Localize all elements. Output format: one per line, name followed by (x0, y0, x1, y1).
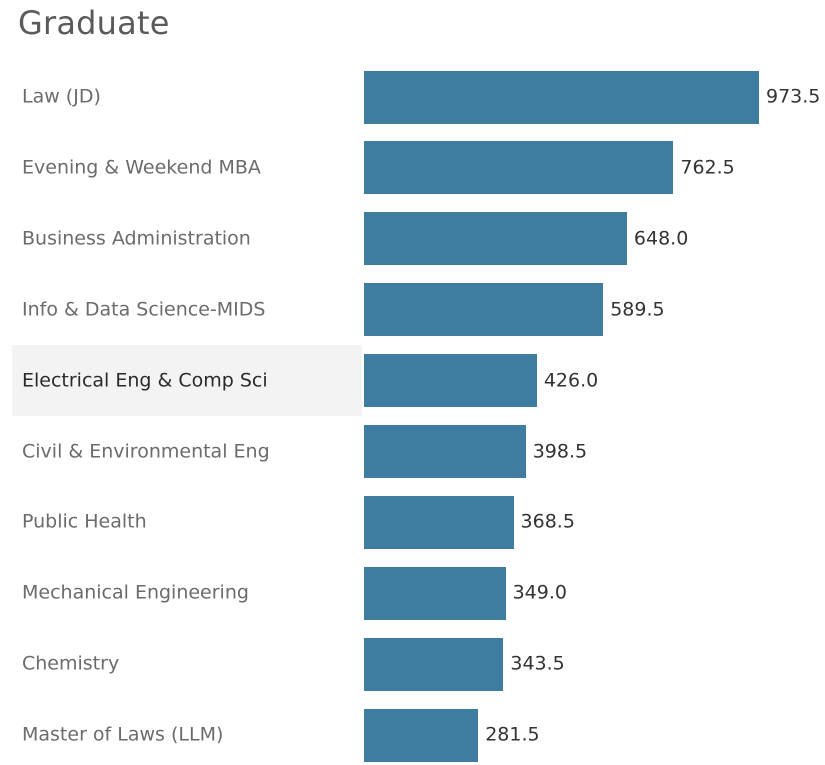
value-label: 368.5 (520, 510, 575, 533)
category-label: Evening & Weekend MBA (22, 156, 261, 179)
bar[interactable] (364, 425, 526, 478)
bar[interactable] (364, 141, 674, 195)
bar[interactable] (364, 283, 604, 337)
bar[interactable] (364, 637, 504, 691)
value-label: 589.5 (610, 298, 665, 321)
bar[interactable] (364, 708, 479, 762)
bar[interactable] (364, 70, 759, 124)
value-label: 349.0 (512, 581, 567, 604)
category-label: Electrical Eng & Comp Sci (22, 369, 268, 392)
category-label: Public Health (22, 510, 147, 533)
category-label: Business Administration (22, 227, 251, 250)
row-highlight (12, 345, 362, 417)
category-label: Master of Laws (LLM) (22, 723, 224, 746)
bar[interactable] (364, 495, 514, 549)
value-label: 398.5 (532, 440, 588, 462)
value-label: 426.0 (543, 369, 599, 392)
value-label: 648.0 (633, 227, 689, 250)
chart-title: Graduate (18, 4, 170, 42)
value-label: 973.5 (766, 85, 821, 108)
category-label: Law (JD) (22, 85, 101, 108)
value-label: 762.5 (680, 156, 735, 179)
bar[interactable] (364, 212, 627, 266)
category-label: Info & Data Science-MIDS (22, 298, 266, 321)
value-label: 281.5 (485, 723, 540, 746)
value-label: 343.5 (510, 652, 565, 675)
category-label: Chemistry (22, 652, 120, 675)
category-label: Civil & Environmental Eng (22, 440, 270, 462)
category-label: Mechanical Engineering (22, 581, 249, 604)
bar[interactable] (364, 354, 537, 408)
bar[interactable] (364, 566, 506, 620)
